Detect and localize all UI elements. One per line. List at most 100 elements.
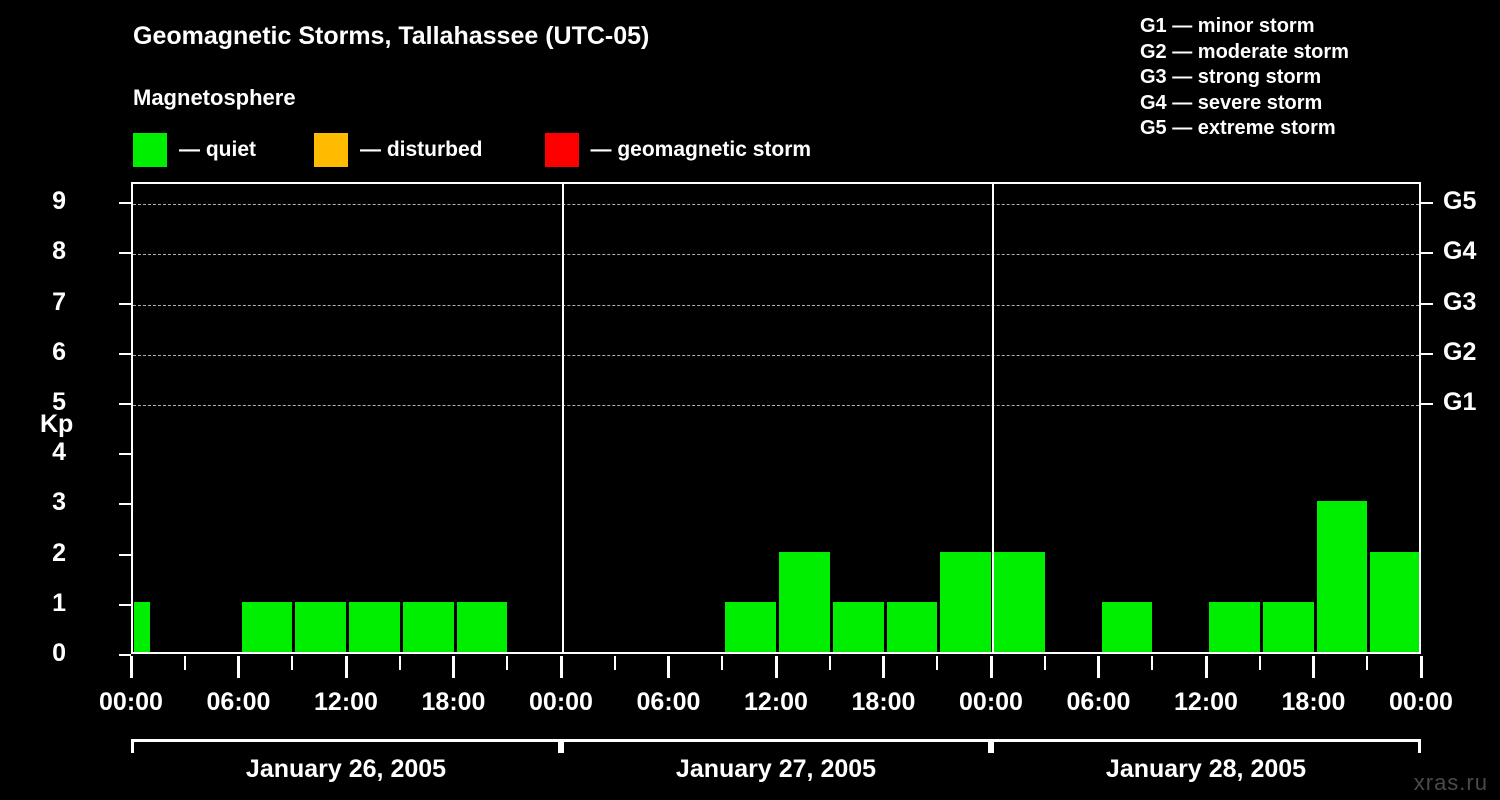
g-scale-legend: G1 — minor storm G2 — moderate storm G3 … xyxy=(1140,14,1480,142)
y-axis-title: Kp xyxy=(40,410,74,438)
gridline-kp-6 xyxy=(133,354,1419,356)
legend-entry-disturbed: — disturbed xyxy=(314,133,483,167)
watermark: xras.ru xyxy=(1413,770,1488,795)
x-tick-major xyxy=(1312,656,1315,678)
g-tick-label-g2: G2 xyxy=(1443,337,1477,366)
x-tick-minor xyxy=(291,656,294,670)
y-tick-mark xyxy=(119,252,131,255)
x-tick-minor xyxy=(1258,656,1261,670)
y-tick-mark xyxy=(119,202,131,205)
x-tick-major xyxy=(989,656,993,678)
g-tick-label-g3: G3 xyxy=(1443,287,1477,316)
y-tick-mark xyxy=(119,453,131,456)
gridline-kp-7 xyxy=(133,304,1419,306)
x-tick-minor xyxy=(613,656,616,670)
x-tick-major xyxy=(1097,656,1100,678)
gridline-kp-9 xyxy=(133,204,1419,206)
y-tick-label-3: 3 xyxy=(52,488,66,517)
g-tick-mark xyxy=(1421,252,1433,255)
y-tick-mark xyxy=(119,654,131,656)
g-tick-mark xyxy=(1421,202,1433,205)
x-tick-major xyxy=(559,656,563,678)
x-tick-label: 00:00 xyxy=(959,688,1023,716)
y-tick-label-2: 2 xyxy=(52,538,66,567)
x-tick-major xyxy=(667,656,670,678)
x-tick-minor xyxy=(398,656,401,670)
bar xyxy=(134,601,151,652)
gridline-kp-5 xyxy=(133,404,1419,406)
x-tick-label: 00:00 xyxy=(529,688,593,716)
x-tick-label: 12:00 xyxy=(1174,688,1238,716)
x-tick-minor xyxy=(1151,656,1154,670)
date-bracket xyxy=(131,739,561,753)
y-tick-label-8: 8 xyxy=(52,237,66,266)
legend-label-quiet: — quiet xyxy=(179,138,256,161)
date-label: January 26, 2005 xyxy=(245,755,447,783)
green-swatch-icon xyxy=(133,133,167,167)
date-bracket xyxy=(991,739,1421,753)
bar xyxy=(1316,501,1368,652)
bar xyxy=(779,551,830,652)
legend-entry-storm: — geomagnetic storm xyxy=(544,133,812,167)
x-tick-label: 06:00 xyxy=(206,688,271,716)
g-tick-label-g1: G1 xyxy=(1443,387,1477,416)
x-tick-major xyxy=(237,656,240,678)
x-tick-major xyxy=(882,656,885,678)
legend-label-storm: — geomagnetic storm xyxy=(590,138,812,161)
g-tick-mark xyxy=(1421,352,1433,355)
day-divider xyxy=(562,184,564,652)
x-tick-minor xyxy=(721,656,724,670)
x-tick-label: 18:00 xyxy=(851,688,916,716)
x-tick-minor xyxy=(506,656,509,670)
chart-subtitle: Magnetosphere xyxy=(133,85,296,110)
legend-entry-quiet: — quiet xyxy=(133,133,256,167)
orange-swatch-icon xyxy=(314,133,348,167)
x-tick-minor xyxy=(183,656,186,670)
date-bracket xyxy=(561,739,991,753)
bar xyxy=(1370,551,1419,652)
bar xyxy=(994,551,1045,652)
page-title: Geomagnetic Storms, Tallahassee (UTC-05) xyxy=(133,22,650,50)
bar xyxy=(940,551,991,652)
y-tick-mark xyxy=(119,503,131,506)
x-tick-label: 12:00 xyxy=(744,688,808,716)
x-tick-label: 00:00 xyxy=(1389,688,1453,716)
legend-label-disturbed: — disturbed xyxy=(360,138,483,161)
plot-area xyxy=(131,182,1421,654)
g-legend-row-g3: G3 — strong storm xyxy=(1140,66,1322,88)
y-tick-label-5: 5 xyxy=(52,387,66,416)
x-tick-major xyxy=(774,656,778,678)
y-tick-mark xyxy=(119,352,131,355)
x-tick-major xyxy=(452,656,455,678)
g-tick-label-g4: G4 xyxy=(1443,237,1477,266)
y-tick-label-1: 1 xyxy=(52,588,66,617)
x-tick-label: 06:00 xyxy=(636,688,701,716)
bar xyxy=(832,601,884,652)
x-tick-minor xyxy=(1043,656,1046,670)
y-tick-label-0: 0 xyxy=(52,639,66,667)
g-legend-row-g1: G1 — minor storm xyxy=(1140,15,1315,37)
g-tick-mark xyxy=(1421,402,1433,405)
bar xyxy=(456,601,508,652)
y-tick-mark xyxy=(119,553,131,556)
g-tick-mark xyxy=(1421,302,1433,305)
y-tick-mark xyxy=(119,302,131,305)
g-legend-row-g4: G4 — severe storm xyxy=(1140,91,1323,114)
x-tick-major xyxy=(129,656,133,678)
x-tick-label: 06:00 xyxy=(1066,688,1131,716)
date-label: January 28, 2005 xyxy=(1105,755,1307,783)
y-tick-mark xyxy=(119,402,131,405)
date-label: January 27, 2005 xyxy=(675,755,877,783)
bar xyxy=(1101,601,1153,652)
x-tick-minor xyxy=(936,656,939,670)
bar xyxy=(1262,601,1314,652)
red-swatch-icon xyxy=(544,133,579,167)
plot-inner xyxy=(133,184,1419,652)
x-tick-major xyxy=(1204,656,1208,678)
day-divider xyxy=(992,184,994,652)
bar xyxy=(886,601,938,652)
bar xyxy=(295,601,346,652)
x-tick-minor xyxy=(828,656,831,670)
x-tick-major xyxy=(344,656,348,678)
y-tick-mark xyxy=(119,603,131,606)
